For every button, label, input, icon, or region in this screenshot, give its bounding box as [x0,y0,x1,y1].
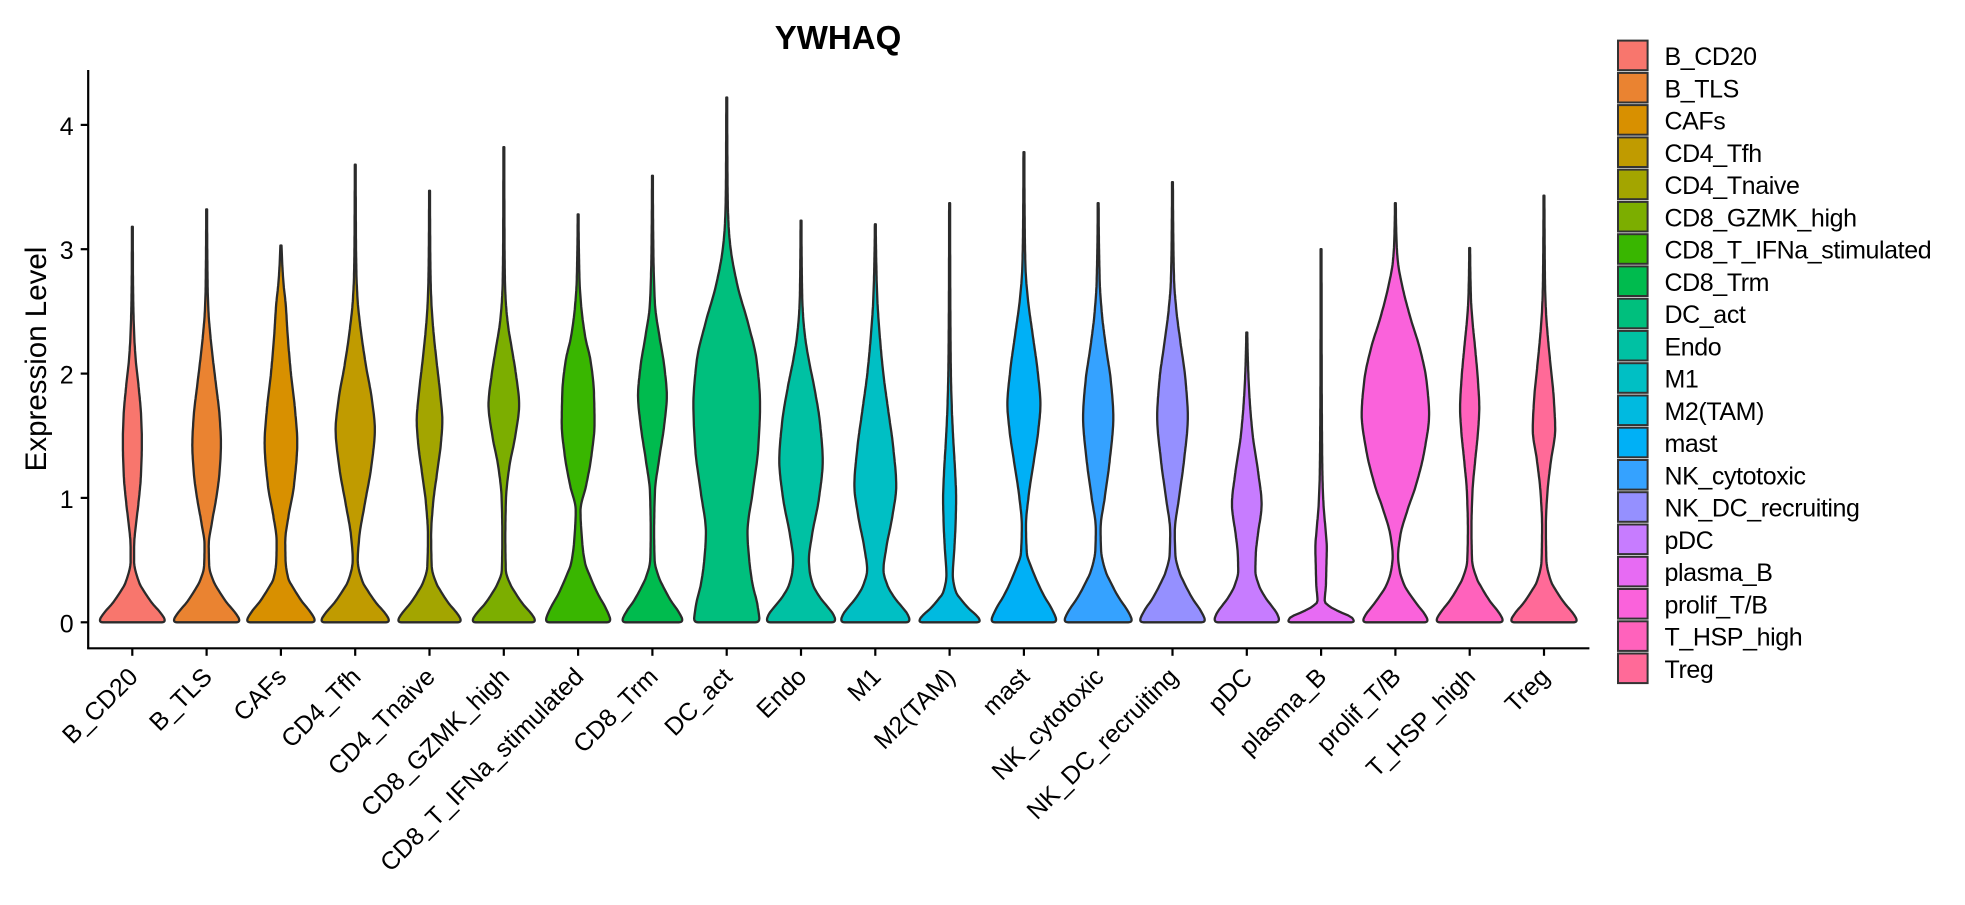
svg-text:B_TLS: B_TLS [1665,75,1739,103]
svg-text:3: 3 [60,237,74,265]
svg-text:B_CD20: B_CD20 [1665,43,1757,71]
svg-text:1: 1 [60,486,74,514]
svg-text:CD4_Tfh: CD4_Tfh [1665,140,1762,168]
svg-text:M2(TAM): M2(TAM) [1665,398,1765,426]
svg-text:mast: mast [1665,430,1718,458]
svg-text:CD8_T_IFNa_stimulated: CD8_T_IFNa_stimulated [1665,237,1932,265]
svg-text:CD4_Tnaive: CD4_Tnaive [1665,172,1800,200]
svg-text:0: 0 [60,610,74,638]
svg-text:NK_DC_recruiting: NK_DC_recruiting [1665,495,1860,523]
svg-text:T_HSP_high: T_HSP_high [1665,624,1803,652]
svg-text:YWHAQ: YWHAQ [775,19,902,56]
svg-text:4: 4 [60,113,74,141]
svg-text:Expression Level: Expression Level [20,247,53,472]
svg-text:M1: M1 [1665,366,1699,394]
svg-text:prolif_T/B: prolif_T/B [1665,591,1768,619]
svg-text:pDC: pDC [1665,527,1714,555]
svg-text:DC_act: DC_act [1665,301,1746,329]
svg-text:NK_cytotoxic: NK_cytotoxic [1665,462,1806,490]
svg-text:CD8_Trm: CD8_Trm [1665,269,1770,297]
svg-text:CAFs: CAFs [1665,108,1726,136]
svg-text:Treg: Treg [1665,656,1714,684]
svg-text:CD8_GZMK_high: CD8_GZMK_high [1665,204,1857,232]
svg-text:Endo: Endo [1665,333,1722,361]
svg-text:2: 2 [60,362,74,390]
svg-text:plasma_B: plasma_B [1665,559,1773,587]
